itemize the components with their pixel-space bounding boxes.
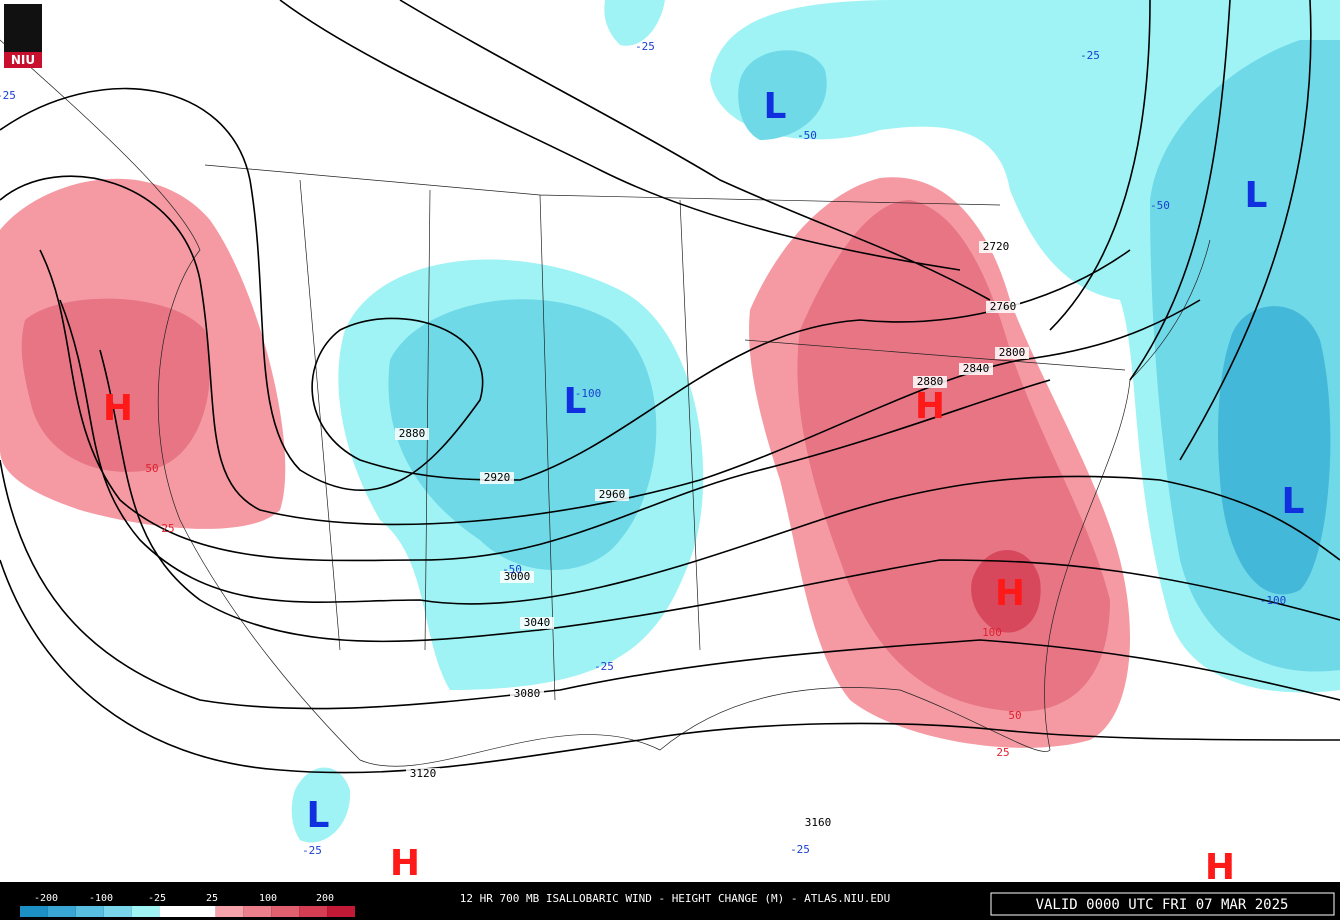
- contour-label: 2880: [917, 375, 944, 388]
- height-change-label: -50: [797, 129, 817, 142]
- color-legend: -200 -100 -25 25 100 200: [20, 893, 355, 917]
- contour-label: 2720: [983, 240, 1010, 253]
- height-change-label: -100: [1260, 594, 1287, 607]
- fall-area: [1218, 306, 1331, 595]
- map-labels: 2720 2760 2800 2840 2880 2880 2920 2960 3000 3040…: [0, 40, 1304, 888]
- legend-label: -100: [89, 893, 113, 904]
- height-contours: [0, 0, 1340, 774]
- legend-swatch: [47, 906, 76, 917]
- legend-label: 100: [259, 893, 277, 904]
- fall-area: [388, 299, 657, 570]
- contour-label: 2920: [484, 471, 511, 484]
- contour-label-bg: [979, 241, 1013, 253]
- logo-text: NIU: [11, 53, 35, 67]
- legend-swatch: [187, 906, 216, 917]
- height-change-label: 100: [982, 626, 1002, 639]
- height-change-label: -25: [790, 843, 810, 856]
- pressure-center: L: [564, 381, 587, 422]
- contour-label: 2800: [999, 346, 1026, 359]
- pressure-center: H: [915, 386, 945, 427]
- logo-band: [4, 52, 42, 68]
- height-change-label: -25: [635, 40, 655, 53]
- contour-label: 3080: [514, 687, 541, 700]
- contour: [0, 459, 1340, 710]
- legend-swatch: [215, 906, 244, 917]
- contour-label: 3000: [504, 570, 531, 583]
- contour: [0, 175, 1201, 526]
- fall-area: [291, 767, 351, 843]
- contour: [99, 349, 1340, 643]
- pressure-center: L: [1282, 481, 1305, 522]
- legend-label: -25: [148, 893, 166, 904]
- contour-label-bg: [480, 472, 514, 484]
- pressure-center: H: [390, 843, 420, 884]
- legend-label: 25: [206, 893, 218, 904]
- rise-area: [971, 550, 1041, 633]
- legend-swatch: [75, 906, 104, 917]
- contour-label-bg: [986, 301, 1020, 313]
- contour-label-bg: [500, 571, 534, 583]
- contour: [0, 87, 1131, 491]
- valid-time: VALID 0000 UTC FRI 07 MAR 2025: [1036, 897, 1289, 913]
- logo: NIU: [4, 4, 42, 68]
- height-change-label: -50: [502, 563, 522, 576]
- contour-label: 2880: [399, 427, 426, 440]
- contour: [0, 559, 1340, 774]
- contour: [39, 249, 1051, 562]
- contour-label: 2960: [599, 488, 626, 501]
- contour-label-bg: [510, 688, 544, 700]
- legend-swatch: [327, 906, 355, 917]
- contour-label-bg: [913, 376, 947, 388]
- pressure-center: L: [1245, 175, 1268, 216]
- pressure-center: H: [103, 388, 133, 429]
- contour-label: 2760: [990, 300, 1017, 313]
- map-title: 12 HR 700 MB ISALLOBARIC WIND - HEIGHT C…: [460, 892, 890, 905]
- contour-label: 3040: [524, 616, 551, 629]
- border: [0, 39, 1211, 767]
- fall-area: [604, 0, 665, 46]
- contour-label-bg: [595, 489, 629, 501]
- legend-swatch: [131, 906, 160, 917]
- borders: [0, 39, 1211, 767]
- pressure-center: L: [764, 86, 787, 127]
- contour-label-bg: [406, 768, 440, 780]
- legend-swatch: [20, 906, 48, 917]
- contour-label-bg: [801, 817, 835, 829]
- contour-label: 3160: [805, 816, 832, 829]
- contour: [279, 0, 1312, 461]
- contour-label-bg: [995, 347, 1029, 359]
- height-change-label: 50: [1008, 709, 1021, 722]
- legend-swatch: [299, 906, 328, 917]
- contour-label-bg: [520, 617, 554, 629]
- legend-swatch: [159, 906, 188, 917]
- height-change-shading: [0, 0, 1340, 843]
- height-change-label: 25: [161, 522, 174, 535]
- legend-label: 200: [316, 893, 334, 904]
- legend-swatch: [103, 906, 132, 917]
- pressure-center: L: [307, 795, 330, 836]
- legend-swatch: [271, 906, 300, 917]
- contour: [59, 299, 1340, 605]
- height-change-label: -25: [302, 844, 322, 857]
- pressure-center: H: [1205, 847, 1235, 888]
- height-change-label: -25: [0, 89, 16, 102]
- height-change-label: -100: [575, 387, 602, 400]
- height-change-label: -50: [1150, 199, 1170, 212]
- legend-label: -200: [34, 893, 58, 904]
- valid-box: [990, 892, 1335, 916]
- legend-swatch: [243, 906, 272, 917]
- height-change-label: 25: [996, 746, 1009, 759]
- contour-label-bg: [395, 428, 429, 440]
- contour-label: 2840: [963, 362, 990, 375]
- contour-label-bg: [959, 363, 993, 375]
- height-change-label: -25: [594, 660, 614, 673]
- height-change-label: 50: [145, 462, 158, 475]
- fall-area: [738, 50, 827, 140]
- height-change-label: -25: [1080, 49, 1100, 62]
- contour-label: 3120: [410, 767, 437, 780]
- rise-area: [21, 298, 210, 472]
- pressure-center: H: [995, 573, 1025, 614]
